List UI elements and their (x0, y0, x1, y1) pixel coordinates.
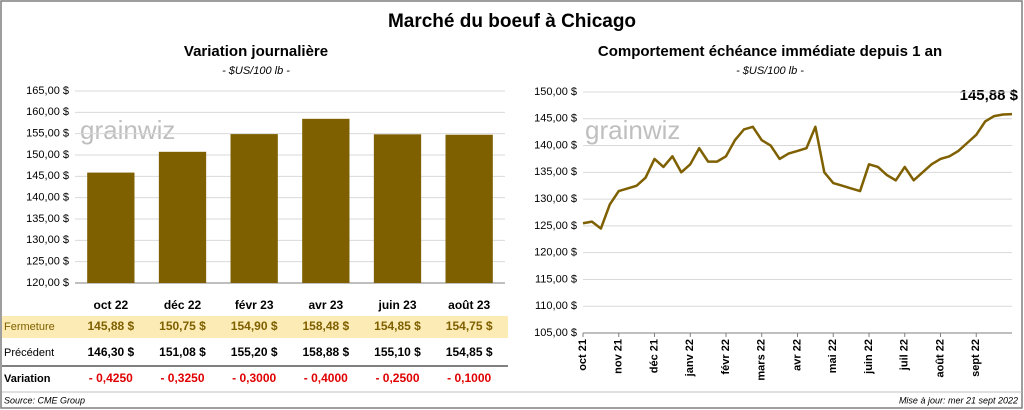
x-tick-label: août 23 (448, 298, 490, 312)
table-highlight (2, 316, 508, 338)
y-tick-label: 130,00 $ (534, 193, 577, 205)
table-cell: 154,85 $ (374, 319, 421, 333)
y-tick-label: 130,00 $ (26, 234, 69, 246)
table-cell: 155,20 $ (231, 345, 278, 359)
y-tick-label: 140,00 $ (534, 139, 577, 151)
x-tick-label: oct 21 (577, 339, 589, 371)
table-cell: 158,88 $ (302, 345, 349, 359)
y-tick-label: 135,00 $ (26, 213, 69, 225)
row-label: Précédent (4, 347, 54, 359)
x-tick-label: déc 22 (164, 298, 202, 312)
table-cell: 145,88 $ (87, 319, 134, 333)
table-cell: - 0,4250 (89, 371, 133, 385)
table-cell: 158,48 $ (302, 319, 349, 333)
watermark: grainwiz (80, 115, 175, 145)
x-tick-label: nov 21 (613, 339, 625, 374)
y-tick-label: 105,00 $ (534, 327, 577, 339)
x-tick-label: juin 23 (377, 298, 416, 312)
row-label: Variation (4, 373, 51, 385)
bar (87, 172, 135, 283)
table-cell: - 0,3000 (232, 371, 276, 385)
table-cell: - 0,3250 (160, 371, 204, 385)
y-tick-label: 125,00 $ (534, 220, 577, 232)
y-tick-label: 120,00 $ (26, 277, 69, 289)
y-tick-label: 120,00 $ (534, 247, 577, 259)
table-cell: 146,30 $ (87, 345, 134, 359)
x-tick-label: oct 22 (93, 298, 128, 312)
table-cell: 154,75 $ (446, 319, 493, 333)
y-tick-label: 165,00 $ (26, 85, 69, 97)
annotation: 145,88 $ (960, 87, 1019, 104)
bar (158, 151, 207, 283)
x-tick-label: juil 22 (899, 339, 911, 371)
watermark: grainwiz (585, 115, 680, 145)
x-tick-label: janv 22 (684, 339, 696, 377)
price-line (582, 112, 1013, 230)
y-tick-label: 115,00 $ (535, 273, 577, 285)
y-tick-label: 125,00 $ (26, 256, 69, 268)
table-cell: 150,75 $ (159, 319, 206, 333)
y-tick-label: 160,00 $ (26, 106, 69, 118)
source: Source: CME Group (4, 395, 85, 405)
y-tick-label: 135,00 $ (534, 166, 577, 178)
table-cell: 155,10 $ (374, 345, 421, 359)
chart-subtitle: - $US/100 lb - (736, 65, 804, 77)
x-tick-label: déc 21 (648, 339, 660, 373)
x-tick-label: avr 23 (308, 298, 343, 312)
x-tick-label: sept 22 (970, 339, 982, 377)
x-tick-label: févr 23 (235, 298, 274, 312)
x-tick-label: août 22 (934, 339, 946, 378)
table-cell: 151,08 $ (159, 345, 206, 359)
y-tick-label: 155,00 $ (26, 128, 69, 140)
chart-subtitle: - $US/100 lb - (222, 65, 290, 77)
bar (445, 134, 493, 283)
table-cell: - 0,4000 (304, 371, 348, 385)
updated: Mise à jour: mer 21 sept 2022 (899, 395, 1018, 405)
x-tick-label: juin 22 (863, 339, 875, 375)
bar (302, 118, 350, 283)
table-cell: - 0,2500 (375, 371, 419, 385)
y-tick-label: 145,00 $ (26, 170, 69, 182)
y-tick-label: 150,00 $ (26, 149, 69, 161)
x-tick-label: avr 22 (791, 339, 803, 371)
page-title: Marché du boeuf à Chicago (388, 11, 636, 32)
chart-title: Comportement échéance immédiate depuis 1… (598, 43, 942, 60)
row-label: Fermeture (4, 321, 55, 333)
y-tick-label: 110,00 $ (535, 300, 577, 312)
table-cell: - 0,1000 (447, 371, 491, 385)
x-tick-label: févr 22 (720, 339, 732, 374)
y-tick-label: 140,00 $ (26, 192, 69, 204)
x-tick-label: mai 22 (827, 339, 839, 373)
x-tick-label: mars 22 (756, 339, 768, 381)
y-tick-label: 150,00 $ (534, 86, 577, 98)
bar (373, 134, 422, 283)
table-cell: 154,90 $ (231, 319, 278, 333)
chart-title: Variation journalière (184, 43, 328, 60)
y-tick-label: 145,00 $ (534, 113, 577, 125)
bar (230, 134, 278, 283)
table-cell: 154,85 $ (446, 345, 493, 359)
